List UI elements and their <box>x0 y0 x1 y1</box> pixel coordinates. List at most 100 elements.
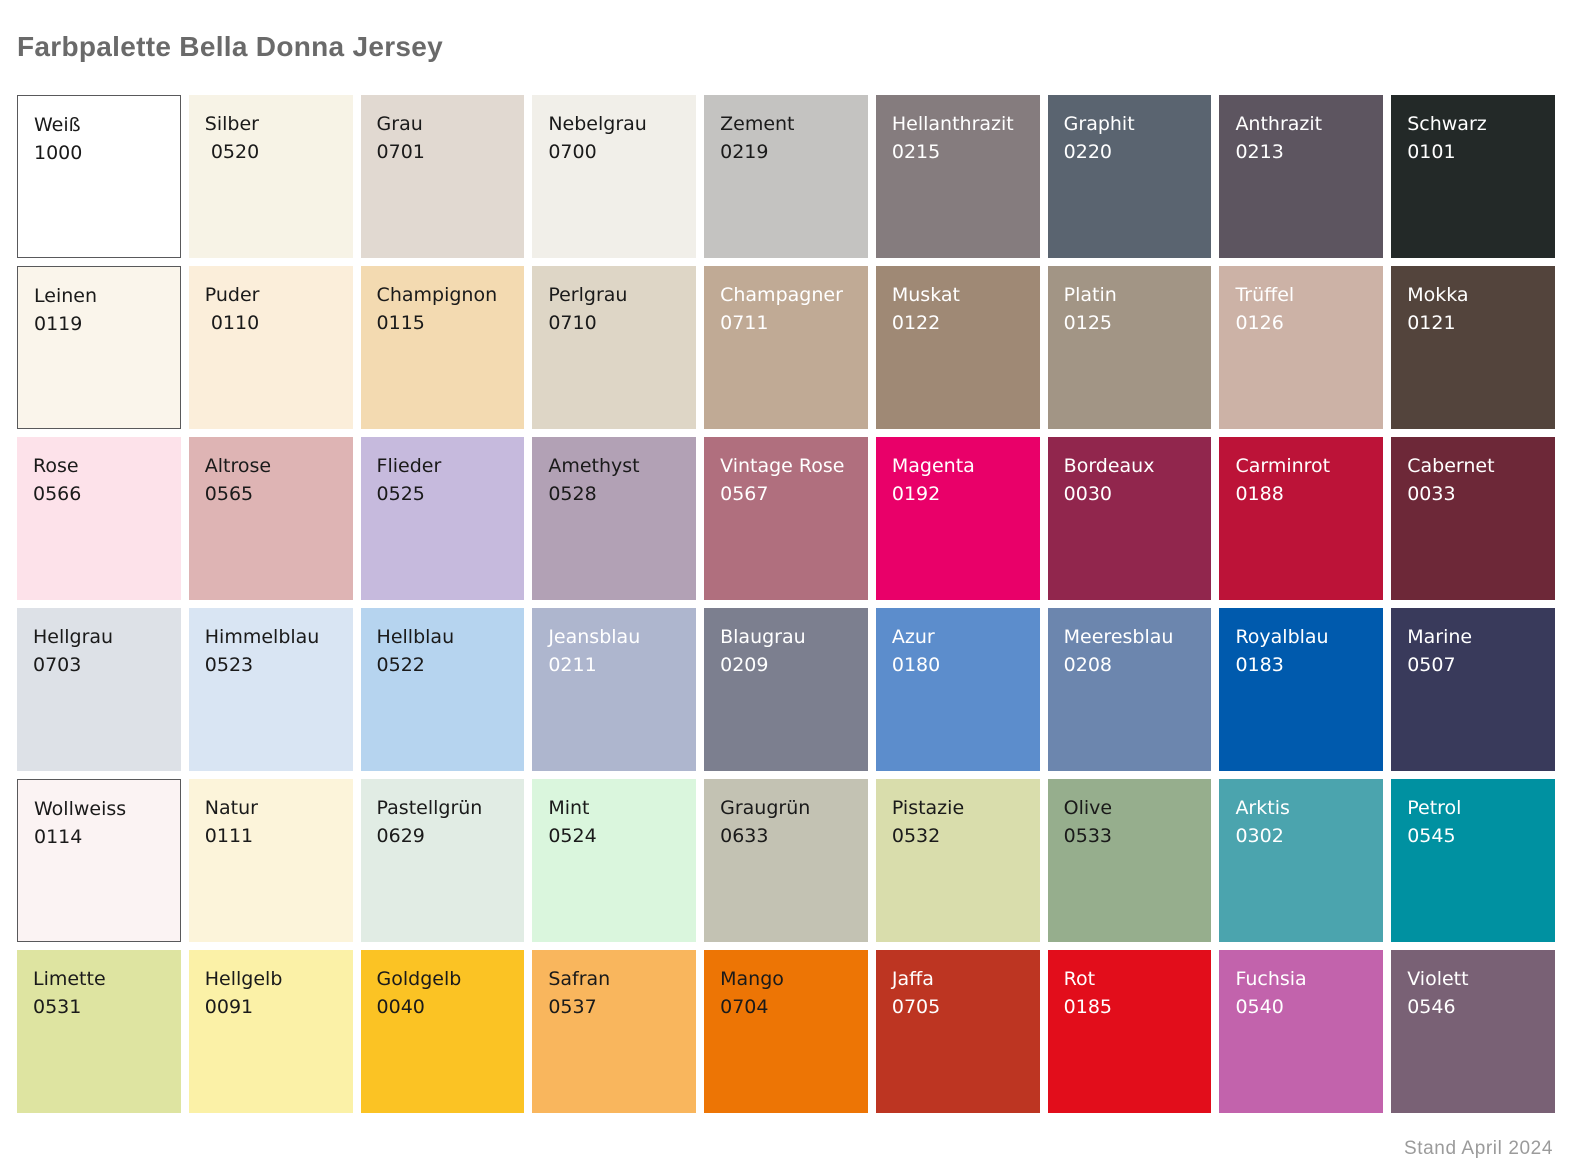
color-swatch-0546: Violett 0546 <box>1391 950 1555 1113</box>
color-swatch-0180: Azur 0180 <box>875 608 1040 771</box>
color-swatch-0101: Schwarz 0101 <box>1391 95 1555 258</box>
swatch-name: Trüffel <box>1235 284 1295 306</box>
color-swatch-0524: Mint 0524 <box>532 779 697 942</box>
swatch-code: 0710 <box>548 312 597 334</box>
swatch-name: Safran <box>548 968 611 990</box>
swatch-name: Puder <box>204 284 260 306</box>
swatch-name: Pastellgrün <box>376 797 483 819</box>
swatch-code: 0114 <box>34 826 83 848</box>
swatch-name: Hellanthrazit <box>891 113 1014 135</box>
color-swatch-0507: Marine 0507 <box>1391 608 1555 771</box>
color-swatch-0629: Pastellgrün 0629 <box>360 779 525 942</box>
swatch-code: 0531 <box>33 996 82 1018</box>
swatch-name: Weiß <box>34 114 81 136</box>
swatch-code: 0528 <box>548 483 597 505</box>
swatch-code: 0219 <box>720 141 769 163</box>
color-swatch-0125: Platin 0125 <box>1047 266 1212 429</box>
color-swatch-0700: Nebelgrau 0700 <box>532 95 697 258</box>
swatch-name: Rose <box>33 455 79 477</box>
swatch-name: Zement <box>720 113 795 135</box>
color-swatch-0030: Bordeaux 0030 <box>1047 437 1212 600</box>
color-swatch-0525: Flieder 0525 <box>360 437 525 600</box>
swatch-code: 0213 <box>1235 141 1284 163</box>
swatch-code: 0185 <box>1063 996 1113 1018</box>
swatch-name: Leinen <box>34 285 97 307</box>
swatch-code: 0701 <box>376 141 425 163</box>
color-swatch-0520: Silber 0520 <box>188 95 353 258</box>
swatch-name: Marine <box>1407 626 1473 648</box>
swatch-name: Natur <box>204 797 258 819</box>
swatch-name: Perlgrau <box>548 284 628 306</box>
swatch-code: 0523 <box>204 654 254 676</box>
swatch-name: Fuchsia <box>1235 968 1307 990</box>
swatch-code: 0192 <box>891 483 941 505</box>
swatch-code: 0711 <box>720 312 769 334</box>
swatch-name: Mint <box>548 797 590 819</box>
color-swatch-0219: Zement 0219 <box>704 95 868 258</box>
footer-date-label: Stand April 2024 <box>1403 1138 1553 1159</box>
swatch-name: Goldgelb <box>376 968 462 990</box>
swatch-code: 0532 <box>891 825 941 847</box>
swatch-code: 0033 <box>1407 483 1456 505</box>
color-swatch-0208: Meeresblau 0208 <box>1047 608 1212 771</box>
swatch-code: 0188 <box>1235 483 1284 505</box>
color-swatch-0540: Fuchsia 0540 <box>1219 950 1384 1113</box>
swatch-code: 0030 <box>1063 483 1113 505</box>
swatch-name: Nebelgrau <box>548 113 647 135</box>
swatch-code: 0119 <box>34 313 83 335</box>
swatch-code: 0546 <box>1407 996 1456 1018</box>
color-swatch-0114: Wollweiss 0114 <box>17 779 181 942</box>
color-swatch-0566: Rose 0566 <box>17 437 181 600</box>
color-swatch-0704: Mango 0704 <box>704 950 868 1113</box>
swatch-code: 0110 <box>204 312 260 334</box>
swatch-name: Champignon <box>376 284 498 306</box>
swatch-name: Schwarz <box>1407 113 1487 135</box>
swatch-code: 0633 <box>720 825 769 847</box>
swatch-name: Carminrot <box>1235 455 1331 477</box>
swatch-name: Graugrün <box>720 797 811 819</box>
color-swatch-0633: Graugrün 0633 <box>704 779 868 942</box>
swatch-name: Blaugrau <box>720 626 806 648</box>
swatch-name: Olive <box>1063 797 1113 819</box>
swatch-name: Hellblau <box>376 626 455 648</box>
color-swatch-0209: Blaugrau 0209 <box>704 608 868 771</box>
swatch-name: Muskat <box>891 284 960 306</box>
swatch-code: 0545 <box>1407 825 1456 847</box>
color-swatch-0185: Rot 0185 <box>1047 950 1212 1113</box>
color-swatch-0215: Hellanthrazit 0215 <box>875 95 1040 258</box>
color-swatch-0110: Puder 0110 <box>188 266 353 429</box>
swatch-code: 0704 <box>720 996 769 1018</box>
swatch-name: Bordeaux <box>1063 455 1155 477</box>
color-swatch-0091: Hellgelb 0091 <box>188 950 353 1113</box>
swatch-name: Jaffa <box>891 968 934 990</box>
color-swatch-0183: Royalblau 0183 <box>1219 608 1384 771</box>
swatch-code: 0122 <box>891 312 941 334</box>
swatch-name: Altrose <box>204 455 272 477</box>
swatch-name: Vintage Rose <box>720 455 845 477</box>
swatch-code: 0183 <box>1235 654 1284 676</box>
color-swatch-0545: Petrol 0545 <box>1391 779 1555 942</box>
swatch-code: 0180 <box>891 654 941 676</box>
swatch-code: 0533 <box>1063 825 1113 847</box>
swatch-name: Magenta <box>891 455 975 477</box>
color-swatch-0119: Leinen 0119 <box>17 266 181 429</box>
swatch-code: 0520 <box>204 141 260 163</box>
color-swatch-0711: Champagner 0711 <box>704 266 868 429</box>
color-swatch-0523: Himmelblau 0523 <box>188 608 353 771</box>
swatch-name: Mokka <box>1407 284 1469 306</box>
color-swatch-0565: Altrose 0565 <box>188 437 353 600</box>
swatch-name: Jeansblau <box>548 626 641 648</box>
swatch-code: 0111 <box>204 825 254 847</box>
color-swatch-0531: Limette 0531 <box>17 950 181 1113</box>
swatch-code: 0125 <box>1063 312 1113 334</box>
swatch-name: Cabernet <box>1407 455 1495 477</box>
swatch-name: Champagner <box>720 284 843 306</box>
color-swatch-0220: Graphit 0220 <box>1047 95 1212 258</box>
color-swatch-1000: Weiß 1000 <box>17 95 181 258</box>
color-swatch-0122: Muskat 0122 <box>875 266 1040 429</box>
color-swatch-0192: Magenta 0192 <box>875 437 1040 600</box>
swatch-name: Mango <box>720 968 784 990</box>
swatch-code: 0209 <box>720 654 769 676</box>
swatch-code: 0040 <box>376 996 425 1018</box>
swatch-name: Limette <box>33 968 106 990</box>
